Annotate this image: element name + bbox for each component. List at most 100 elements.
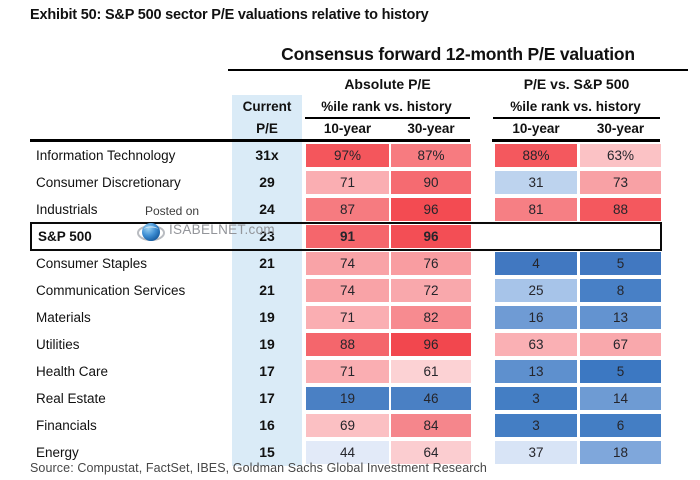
sector-label: Communication Services bbox=[36, 283, 186, 298]
cell-rel-10yr: 25 bbox=[495, 279, 577, 302]
sector-label: S&P 500 bbox=[38, 229, 92, 244]
cell-abs-10yr: 44 bbox=[306, 441, 389, 464]
col-header-abs-10-year: 10-year bbox=[323, 121, 372, 136]
cell-abs-30yr: 82 bbox=[391, 306, 471, 329]
col-header-rel-30-year: 30-year bbox=[596, 121, 645, 136]
cell-abs-30yr: 96 bbox=[391, 198, 471, 221]
cell-abs-10yr: 19 bbox=[306, 387, 389, 410]
col-header-rel-10-year: 10-year bbox=[512, 121, 560, 136]
table-row-sp500: S&P 500 23 91 96 bbox=[0, 222, 700, 251]
table-body: Information Technology 31x 97% 87% 88% 63% Con… bbox=[0, 142, 700, 466]
group-header-pe-vs-sp500: P/E vs. S&P 500 bbox=[523, 76, 630, 92]
sector-label: Health Care bbox=[36, 364, 109, 379]
cell-abs-30yr: 96 bbox=[391, 333, 471, 356]
cell-rel-30yr: 63% bbox=[580, 144, 661, 167]
current-pe-value: 15 bbox=[259, 444, 275, 460]
cell-abs-10yr: 71 bbox=[306, 360, 389, 383]
current-pe-value: 31x bbox=[255, 147, 279, 163]
cell-abs-10yr: 71 bbox=[306, 306, 389, 329]
percentile-header-absolute: %ile rank vs. history bbox=[321, 99, 452, 114]
cell-rel-30yr: 5 bbox=[580, 252, 661, 275]
cell-rel-30yr: 14 bbox=[580, 387, 661, 410]
cell-rel-30yr: 5 bbox=[580, 360, 661, 383]
cell-rel-10yr: 63 bbox=[495, 333, 577, 356]
current-pe-value: 21 bbox=[259, 255, 275, 271]
cell-abs-10yr: 87 bbox=[306, 198, 389, 221]
cell-rel-30yr: 13 bbox=[580, 306, 661, 329]
cell-rel-10yr: 13 bbox=[495, 360, 577, 383]
cell-abs-10yr: 91 bbox=[306, 225, 389, 248]
sector-label: Information Technology bbox=[36, 148, 176, 163]
cell-rel-30yr bbox=[580, 225, 661, 248]
table-row: Consumer Staples 21 74 76 4 5 bbox=[0, 250, 700, 277]
exhibit-title: Exhibit 50: S&P 500 sector P/E valuation… bbox=[30, 7, 429, 23]
source-line: Source: Compustat, FactSet, IBES, Goldma… bbox=[30, 461, 487, 475]
current-pe-header-line2: P/E bbox=[256, 121, 278, 136]
watermark-site-text: ISABELNET.com bbox=[169, 222, 275, 237]
header-rule-right bbox=[492, 139, 660, 142]
sector-label: Real Estate bbox=[36, 391, 106, 406]
table-row: Communication Services 21 74 72 25 8 bbox=[0, 277, 700, 304]
cell-abs-30yr: 76 bbox=[391, 252, 471, 275]
cell-abs-10yr: 74 bbox=[306, 252, 389, 275]
cell-rel-30yr: 6 bbox=[580, 414, 661, 437]
sector-label: Consumer Staples bbox=[36, 256, 148, 271]
cell-abs-10yr: 71 bbox=[306, 171, 389, 194]
current-pe-header-line1: Current bbox=[242, 99, 292, 114]
sector-label: Consumer Discretionary bbox=[36, 175, 181, 190]
col-header-abs-30-year: 30-year bbox=[407, 121, 455, 136]
sector-label: Industrials bbox=[36, 202, 98, 217]
current-pe-value: 21 bbox=[259, 282, 275, 298]
sector-label: Financials bbox=[36, 418, 97, 433]
current-pe-value: 29 bbox=[259, 174, 275, 190]
cell-abs-30yr: 61 bbox=[391, 360, 471, 383]
cell-abs-10yr: 74 bbox=[306, 279, 389, 302]
cell-rel-10yr: 4 bbox=[495, 252, 577, 275]
isabelnet-globe-icon bbox=[137, 218, 165, 246]
cell-rel-10yr: 16 bbox=[495, 306, 577, 329]
table-row: Materials 19 71 82 16 13 bbox=[0, 304, 700, 331]
table-title: Consensus forward 12-month P/E valuation bbox=[281, 44, 635, 64]
table-title-underline bbox=[228, 69, 688, 71]
group-header-absolute-pe: Absolute P/E bbox=[344, 76, 431, 92]
cell-rel-10yr: 37 bbox=[495, 441, 577, 464]
table-row: Information Technology 31x 97% 87% 88% 63% bbox=[0, 142, 700, 169]
cell-rel-10yr: 88% bbox=[495, 144, 577, 167]
cell-abs-30yr: 46 bbox=[391, 387, 471, 410]
current-pe-value: 17 bbox=[259, 363, 275, 379]
cell-abs-10yr: 69 bbox=[306, 414, 389, 437]
current-pe-value: 19 bbox=[259, 336, 275, 352]
cell-rel-10yr bbox=[495, 225, 577, 248]
cell-abs-30yr: 90 bbox=[391, 171, 471, 194]
table-row: Health Care 17 71 61 13 5 bbox=[0, 358, 700, 385]
cell-rel-10yr: 31 bbox=[495, 171, 577, 194]
cell-rel-30yr: 67 bbox=[580, 333, 661, 356]
table-row: Financials 16 69 84 3 6 bbox=[0, 412, 700, 439]
sector-label: Materials bbox=[36, 310, 91, 325]
table-row: Utilities 19 88 96 63 67 bbox=[0, 331, 700, 358]
sector-label: Utilities bbox=[36, 337, 80, 352]
cell-rel-30yr: 73 bbox=[580, 171, 661, 194]
cell-rel-30yr: 18 bbox=[580, 441, 661, 464]
cell-abs-30yr: 84 bbox=[391, 414, 471, 437]
percentile-header-underline-relative bbox=[493, 117, 660, 119]
watermark-posted-on: Posted on bbox=[145, 204, 200, 218]
cell-rel-30yr: 8 bbox=[580, 279, 661, 302]
cell-abs-30yr: 96 bbox=[391, 225, 471, 248]
cell-rel-10yr: 81 bbox=[495, 198, 577, 221]
current-pe-value: 16 bbox=[259, 417, 275, 433]
cell-abs-30yr: 64 bbox=[391, 441, 471, 464]
table-row: Energy 15 44 64 37 18 bbox=[0, 439, 700, 466]
current-pe-column-background bbox=[232, 95, 302, 466]
table-row: Industrials 24 87 96 81 88 bbox=[0, 196, 700, 223]
header-rule-left bbox=[30, 139, 470, 142]
current-pe-value: 17 bbox=[259, 390, 275, 406]
table-row: Real Estate 17 19 46 3 14 bbox=[0, 385, 700, 412]
percentile-header-relative: %ile rank vs. history bbox=[510, 99, 641, 114]
cell-abs-30yr: 87% bbox=[391, 144, 471, 167]
current-pe-value: 19 bbox=[259, 309, 275, 325]
current-pe-value: 23 bbox=[259, 228, 275, 244]
cell-rel-30yr: 88 bbox=[580, 198, 661, 221]
sp500-highlight-box bbox=[30, 222, 662, 251]
cell-rel-10yr: 3 bbox=[495, 387, 577, 410]
